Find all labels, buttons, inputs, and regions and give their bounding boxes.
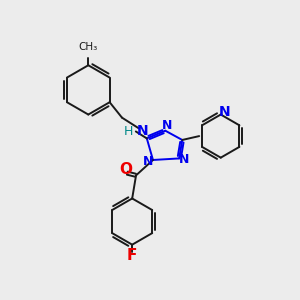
Text: CH₃: CH₃ [79,42,98,52]
Text: N: N [136,124,148,139]
Text: N: N [219,105,230,119]
Text: F: F [127,248,137,263]
Text: N: N [143,155,154,168]
Text: O: O [119,162,132,177]
Text: N: N [162,119,172,132]
Text: H: H [123,125,133,138]
Text: N: N [178,154,189,166]
